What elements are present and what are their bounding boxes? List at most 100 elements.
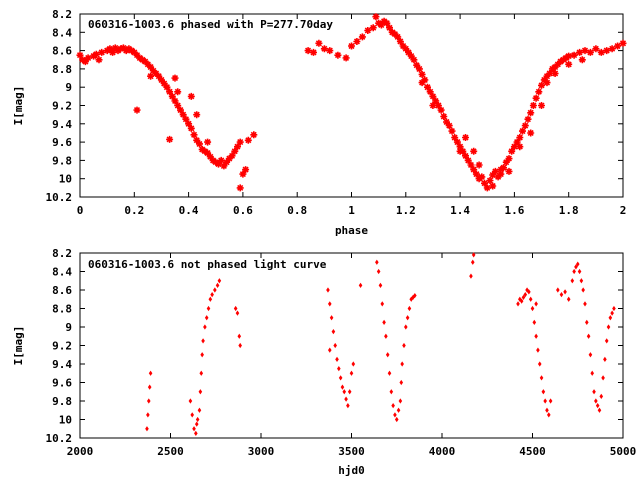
data-point xyxy=(382,319,386,325)
data-point xyxy=(413,61,421,69)
data-point xyxy=(315,39,323,47)
data-point xyxy=(384,333,388,339)
data-point xyxy=(327,347,332,353)
data-point xyxy=(399,42,407,50)
data-point xyxy=(208,296,213,302)
data-point xyxy=(536,347,540,353)
x-tick-label: 1.2 xyxy=(396,204,416,217)
data-point xyxy=(418,79,426,87)
data-point xyxy=(193,111,201,119)
x-tick-label: 3500 xyxy=(338,445,365,458)
data-point xyxy=(585,319,589,325)
data-point xyxy=(619,39,627,47)
data-point xyxy=(133,106,141,114)
data-point xyxy=(203,324,207,330)
data-point xyxy=(391,30,399,38)
data-point xyxy=(527,129,535,137)
data-point xyxy=(402,45,410,53)
data-point xyxy=(532,94,540,102)
y-tick-label: 8.6 xyxy=(52,45,72,58)
x-tick-label: 1.8 xyxy=(559,204,579,217)
data-point xyxy=(385,352,390,358)
x-tick-label: 2500 xyxy=(157,445,184,458)
data-point xyxy=(579,278,584,284)
data-point xyxy=(347,389,352,395)
data-point xyxy=(95,56,103,64)
data-point xyxy=(578,56,586,64)
data-point xyxy=(521,294,526,300)
phased-x-axis-label: phase xyxy=(335,224,368,237)
data-point xyxy=(396,38,404,45)
data-point xyxy=(383,19,391,27)
unphased-chart-title: 060316-1003.6 not phased light curve xyxy=(88,258,327,271)
data-point xyxy=(606,324,611,330)
data-point xyxy=(342,54,350,62)
data-point xyxy=(349,370,354,376)
y-tick-label: 9.4 xyxy=(52,358,72,371)
data-point xyxy=(236,184,244,192)
data-point xyxy=(237,333,242,339)
data-point xyxy=(478,173,486,181)
data-point xyxy=(238,342,242,349)
data-point xyxy=(147,72,155,80)
data-point xyxy=(545,407,549,413)
data-point xyxy=(334,51,342,59)
data-point xyxy=(182,115,190,123)
data-point xyxy=(160,80,168,87)
data-point xyxy=(326,287,330,293)
data-point xyxy=(76,51,84,59)
data-point xyxy=(410,56,418,64)
data-point xyxy=(502,158,510,166)
data-point xyxy=(333,342,338,349)
data-point xyxy=(342,389,347,395)
data-point xyxy=(187,92,195,100)
data-point xyxy=(505,167,513,175)
data-point xyxy=(540,76,548,84)
data-point xyxy=(337,366,341,372)
y-tick-label: 9.6 xyxy=(52,136,72,149)
data-point xyxy=(351,361,356,367)
phased-axes: 0 0.2 0.4 0.6 0.8 1 1.2 1.4 1.6 1.8 2 8.2 8.4 8.6 8.8 9… xyxy=(46,8,627,217)
data-point xyxy=(592,389,596,395)
data-point xyxy=(198,389,203,395)
data-point xyxy=(556,287,560,293)
data-point xyxy=(242,166,250,174)
data-point xyxy=(448,127,456,135)
data-point xyxy=(586,333,591,339)
data-point xyxy=(147,63,155,71)
data-point xyxy=(456,147,464,155)
y-tick-label: 9.4 xyxy=(52,118,72,131)
data-point xyxy=(421,76,429,84)
y-tick-label: 9.6 xyxy=(52,377,72,390)
unphased-panel: 2000 2500 3000 3500 4000 4500 5000 8.2 8.4 8.6 8.8… xyxy=(12,247,636,477)
data-point xyxy=(418,70,426,78)
data-point xyxy=(217,278,222,284)
data-point xyxy=(475,161,483,169)
data-point xyxy=(469,273,473,279)
data-point xyxy=(223,158,231,166)
unphased-y-axis-label: I[mag] xyxy=(12,326,25,366)
phased-data-points xyxy=(76,13,627,192)
data-point xyxy=(534,301,538,307)
data-point xyxy=(215,160,222,168)
y-tick-label: 8.2 xyxy=(52,8,72,21)
data-point xyxy=(201,338,205,344)
data-point xyxy=(228,152,236,160)
data-point xyxy=(225,155,233,163)
data-point xyxy=(592,45,600,53)
data-point xyxy=(429,102,437,109)
data-point xyxy=(546,70,554,77)
x-tick-label: 2 xyxy=(620,204,627,217)
data-point xyxy=(543,79,551,87)
data-point xyxy=(377,21,385,29)
unphased-x-axis-label: hjd0 xyxy=(338,464,365,477)
data-point xyxy=(483,184,491,192)
data-point xyxy=(335,356,339,362)
x-tick-label: 0.2 xyxy=(124,204,144,217)
data-point xyxy=(166,135,174,143)
data-point xyxy=(378,282,383,288)
data-point xyxy=(346,403,350,409)
data-point xyxy=(393,412,397,418)
data-point xyxy=(405,48,412,56)
